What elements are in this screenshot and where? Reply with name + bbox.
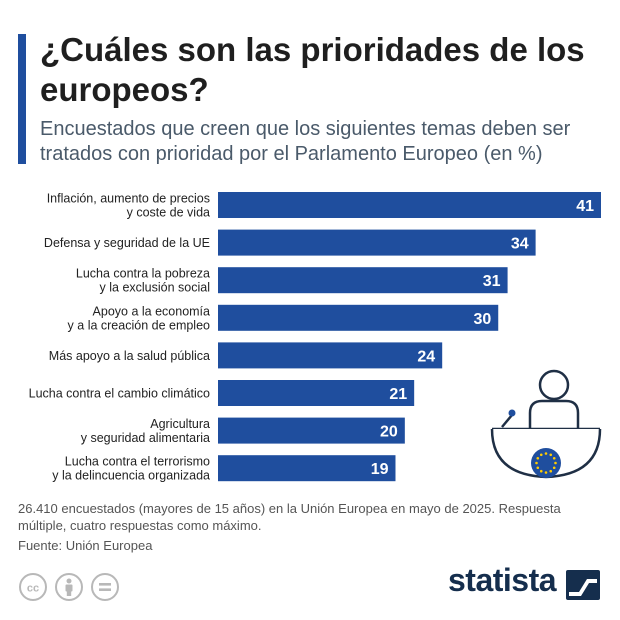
category-label: Lucha contra la pobreza y la exclusión so…: [76, 267, 210, 295]
category-label: Lucha contra el terrorismo y la delincuen…: [52, 455, 210, 483]
survey-notes: 26.410 encuestados (mayores de 15 años) …: [18, 501, 561, 533]
svg-text:cc: cc: [27, 583, 39, 595]
bar-chart: 41 Inflación, aumento de precios y coste d…: [29, 192, 601, 483]
creative-commons-icon[interactable]: cc: [18, 572, 48, 602]
bar: [218, 342, 443, 369]
category-label: Apoyo a la economía y a la creación de em…: [68, 304, 210, 332]
eu-star: [544, 452, 548, 455]
bar-value-label: 30: [473, 311, 491, 328]
bar: [218, 455, 396, 482]
eu-star: [554, 461, 557, 465]
eu-star: [552, 466, 556, 470]
category-label: Agricultura y seguridad alimentaria: [81, 417, 210, 445]
bar: [218, 417, 405, 444]
no-derivatives-icon[interactable]: [90, 572, 120, 602]
attribution-icon[interactable]: [54, 572, 84, 602]
bar: [218, 192, 601, 218]
eu-flag-icon: [531, 448, 561, 478]
bar-value-label: 31: [483, 273, 501, 290]
page-title: ¿Cuáles son las prioridades de los europ…: [40, 31, 585, 108]
eu-star: [549, 453, 553, 457]
category-label: Más apoyo a la salud pública: [49, 349, 210, 363]
eu-star: [539, 453, 543, 457]
eu-parliament-speaker-illustration: [490, 369, 602, 479]
eu-stars: [535, 452, 557, 474]
bar: [218, 380, 415, 406]
category-label: Defensa y seguridad de la UE: [44, 236, 210, 250]
bar: [218, 304, 499, 331]
category-label: Lucha contra el cambio climático: [29, 387, 210, 401]
category-label: Inflación, aumento de precios y coste de …: [47, 192, 210, 220]
eu-star: [544, 471, 548, 474]
bar-value-label: 41: [576, 198, 594, 215]
eu-star: [536, 456, 540, 460]
statista-logo-text[interactable]: statista: [448, 562, 557, 598]
bar-value-label: 24: [417, 348, 435, 365]
statista-logo-icon[interactable]: [566, 570, 600, 600]
eu-star: [552, 456, 556, 460]
source-text: Fuente: Unión Europea: [18, 538, 153, 553]
eu-star: [539, 469, 543, 473]
page-subtitle: Encuestados que creen que los siguientes…: [40, 118, 571, 165]
eu-star: [549, 469, 553, 473]
bar: [218, 229, 536, 256]
accent-bar: [18, 34, 26, 164]
eu-star: [536, 466, 540, 470]
bar-value-label: 21: [389, 386, 407, 403]
bar-value-label: 19: [371, 461, 389, 478]
bar: [218, 267, 508, 294]
bar-value-label: 34: [511, 236, 529, 253]
bar-value-label: 20: [380, 424, 398, 441]
eu-star: [535, 461, 538, 465]
